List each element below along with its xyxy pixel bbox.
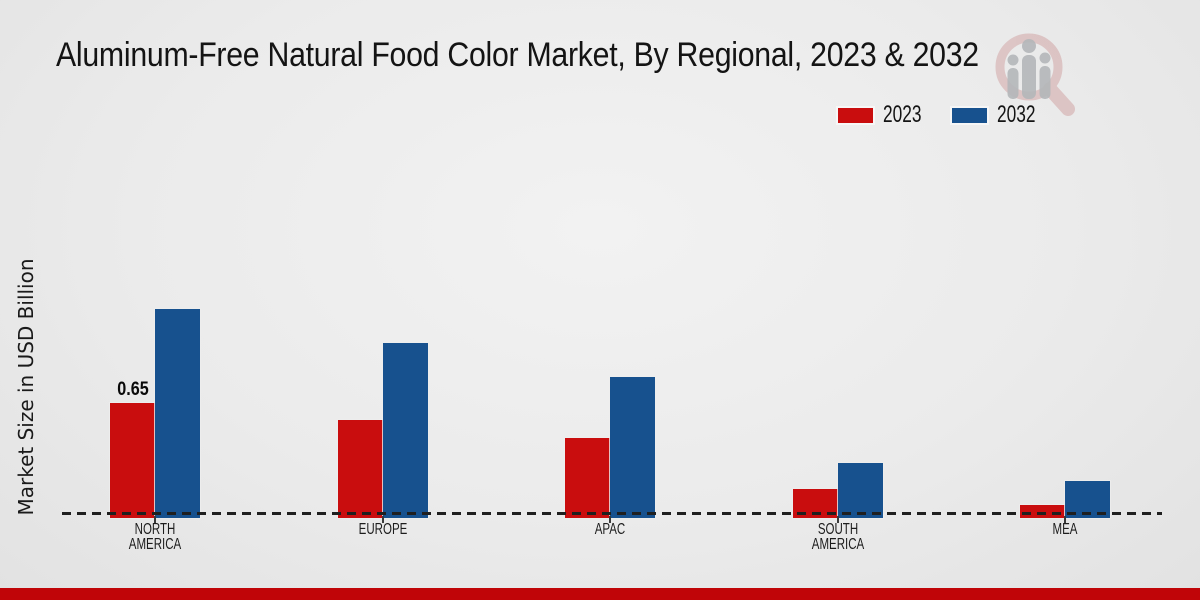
bar-2032-north-america <box>155 309 200 518</box>
category-label-north-america: NORTH AMERICA <box>128 521 182 553</box>
x-axis-tick <box>381 516 384 523</box>
legend: 2023 2032 <box>838 100 1067 130</box>
legend-swatch-2032 <box>952 107 988 123</box>
bar-2032-europe <box>382 343 428 518</box>
watermark-logo-icon <box>995 33 1075 116</box>
legend-item-2032: 2032 <box>952 101 1050 129</box>
x-axis-baseline <box>62 512 1162 515</box>
x-axis-tick <box>154 516 156 523</box>
legend-label-2023: 2023 <box>883 101 922 128</box>
x-axis-tick <box>836 516 839 523</box>
bar-2032-apac <box>610 377 655 518</box>
footer-bar <box>0 588 1200 600</box>
bar-2023-north-america <box>110 403 155 518</box>
data-label-north-america-2023: 0.65 <box>116 379 149 400</box>
category-label-europe: EUROPE <box>358 521 407 538</box>
category-label-south-america: SOUTH AMERICA <box>811 521 864 553</box>
y-axis-title: Market Size in USD Billion <box>14 258 38 516</box>
bar-2023-apac <box>565 438 610 518</box>
bar-2032-south-america <box>837 463 883 518</box>
x-axis-tick <box>1064 516 1066 523</box>
category-label-apac: APAC <box>594 521 626 538</box>
watermark-figures <box>1007 39 1051 99</box>
legend-label-2032: 2032 <box>997 101 1036 128</box>
legend-swatch-2023 <box>838 107 873 123</box>
chart-title: Aluminum-Free Natural Food Color Market,… <box>56 36 979 74</box>
category-label-mea: MEA <box>1052 521 1078 538</box>
bar-2032-mea <box>1065 481 1110 518</box>
bar-2023-europe <box>337 420 383 518</box>
legend-item-2023: 2023 <box>838 101 936 129</box>
x-axis-tick <box>609 516 611 523</box>
